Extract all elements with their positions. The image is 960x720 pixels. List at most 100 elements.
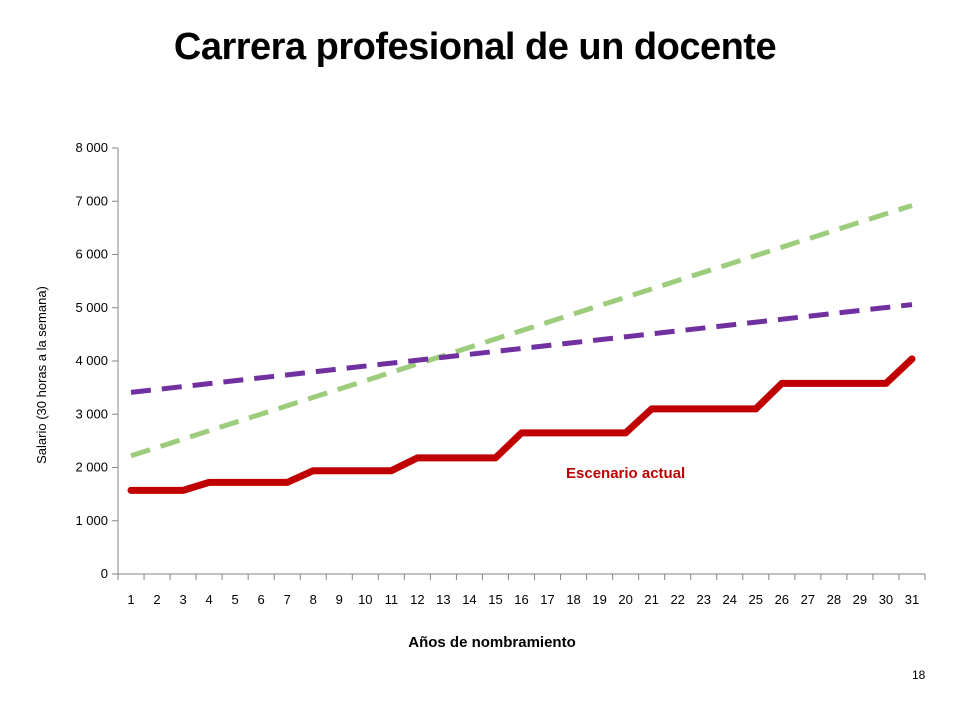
series-2-point bbox=[833, 313, 834, 314]
series-3-point bbox=[183, 490, 184, 491]
x-tick-label: 30 bbox=[879, 592, 893, 607]
y-tick-label: 0 bbox=[101, 566, 108, 581]
y-axis: 0 1 000 2 000 3 000 4 000 5 000 6 000 7 000 8 00… bbox=[75, 140, 119, 581]
x-tick-label: 31 bbox=[905, 592, 919, 607]
series-1-point bbox=[131, 455, 132, 456]
series-line-3 bbox=[127, 355, 916, 494]
series-3-point bbox=[521, 432, 522, 433]
series-2-point bbox=[885, 307, 886, 308]
series-1-point bbox=[859, 221, 860, 222]
series-2-point bbox=[287, 374, 288, 375]
series-3-point bbox=[729, 408, 730, 409]
x-tick-label: 21 bbox=[644, 592, 658, 607]
series-annotation: Escenario actual bbox=[566, 465, 685, 482]
series-3-point bbox=[495, 457, 496, 458]
x-tick-label: 2 bbox=[153, 592, 160, 607]
series-2-point bbox=[651, 333, 652, 334]
series-1-point bbox=[911, 205, 912, 206]
series-1-point bbox=[781, 245, 782, 246]
x-tick-label: 15 bbox=[488, 592, 502, 607]
series-3-point bbox=[833, 383, 834, 384]
series-1-point bbox=[183, 437, 184, 438]
annotations: Escenario actual bbox=[566, 465, 685, 482]
y-tick-label: 2 000 bbox=[75, 460, 108, 475]
series-2-point bbox=[573, 342, 574, 343]
series-2-point bbox=[547, 345, 548, 346]
series-3-point bbox=[755, 408, 756, 409]
series-1-point bbox=[703, 269, 704, 270]
series-3-point bbox=[677, 408, 678, 409]
series-3-point bbox=[287, 482, 288, 483]
series-1-point bbox=[755, 253, 756, 254]
series-3-point bbox=[313, 470, 314, 471]
series-1-point bbox=[209, 428, 210, 429]
y-tick-label: 7 000 bbox=[75, 193, 108, 208]
x-tick-label: 25 bbox=[749, 592, 763, 607]
series-1-point bbox=[261, 410, 262, 411]
series-1-point bbox=[365, 374, 366, 375]
series-2-point bbox=[469, 354, 470, 355]
chart-title: Carrera profesional de un docente bbox=[173, 26, 777, 68]
x-tick-label: 27 bbox=[801, 592, 815, 607]
series-3-point bbox=[391, 470, 392, 471]
series-1-point bbox=[287, 401, 288, 402]
series-2-point bbox=[495, 351, 496, 352]
series-2-point bbox=[391, 363, 392, 364]
x-tick-label: 17 bbox=[540, 592, 554, 607]
x-tick-label: 24 bbox=[723, 592, 737, 607]
series-2-point bbox=[365, 366, 366, 367]
series-2-point bbox=[729, 325, 730, 326]
series-3-point bbox=[443, 457, 444, 458]
x-tick-label: 16 bbox=[514, 592, 528, 607]
series-1-point bbox=[469, 341, 470, 342]
series-2-point bbox=[131, 392, 132, 393]
series-2-point bbox=[183, 386, 184, 387]
series-3-point bbox=[365, 470, 366, 471]
series-3-point bbox=[703, 408, 704, 409]
y-tick-label: 5 000 bbox=[75, 300, 108, 315]
x-tick-label: 13 bbox=[436, 592, 450, 607]
x-tick-label: 9 bbox=[336, 592, 343, 607]
x-tick-label: 8 bbox=[310, 592, 317, 607]
series-3-point bbox=[157, 490, 158, 491]
series-2-point bbox=[781, 319, 782, 320]
series-3-point bbox=[547, 432, 548, 433]
x-tick-label: 14 bbox=[462, 592, 476, 607]
series-2-point bbox=[209, 383, 210, 384]
series-1-point bbox=[235, 419, 236, 420]
x-tick-label: 23 bbox=[696, 592, 710, 607]
series-2-point bbox=[521, 348, 522, 349]
series-1-point bbox=[729, 261, 730, 262]
series-2-point bbox=[261, 377, 262, 378]
series-3-point bbox=[469, 457, 470, 458]
series-2-point bbox=[313, 371, 314, 372]
series-3-point bbox=[807, 383, 808, 384]
x-tick-label: 3 bbox=[179, 592, 186, 607]
series-1-point bbox=[495, 333, 496, 334]
series-3-point bbox=[573, 432, 574, 433]
y-tick-label: 8 000 bbox=[75, 140, 108, 155]
y-tick-label: 1 000 bbox=[75, 513, 108, 528]
y-axis-label: Salario (30 horas a la semana) bbox=[34, 286, 49, 464]
series-2-point bbox=[157, 389, 158, 390]
series-line-2 bbox=[130, 302, 913, 395]
series-2-point bbox=[625, 336, 626, 337]
x-axis: 1 2 3 4 5 6 7 8 9 10 11 12 13 14 15 16 17 18 19 20 21 22 23 24 2… bbox=[117, 573, 926, 607]
series-2-point bbox=[703, 327, 704, 328]
x-tick-label: 29 bbox=[853, 592, 867, 607]
series-1-point bbox=[651, 285, 652, 286]
series-3-point bbox=[625, 432, 626, 433]
series-3-point bbox=[911, 358, 912, 359]
series-1-point bbox=[417, 357, 418, 358]
series-1-point bbox=[677, 277, 678, 278]
series-1-point bbox=[547, 317, 548, 318]
x-tick-label: 5 bbox=[232, 592, 239, 607]
series-1-point bbox=[521, 325, 522, 326]
x-tick-label: 7 bbox=[284, 592, 291, 607]
series-1-point bbox=[885, 213, 886, 214]
series-1-point bbox=[625, 293, 626, 294]
series-1-point bbox=[157, 446, 158, 447]
series-2-point bbox=[417, 360, 418, 361]
series-1-point bbox=[339, 383, 340, 384]
series-1-point bbox=[443, 349, 444, 350]
